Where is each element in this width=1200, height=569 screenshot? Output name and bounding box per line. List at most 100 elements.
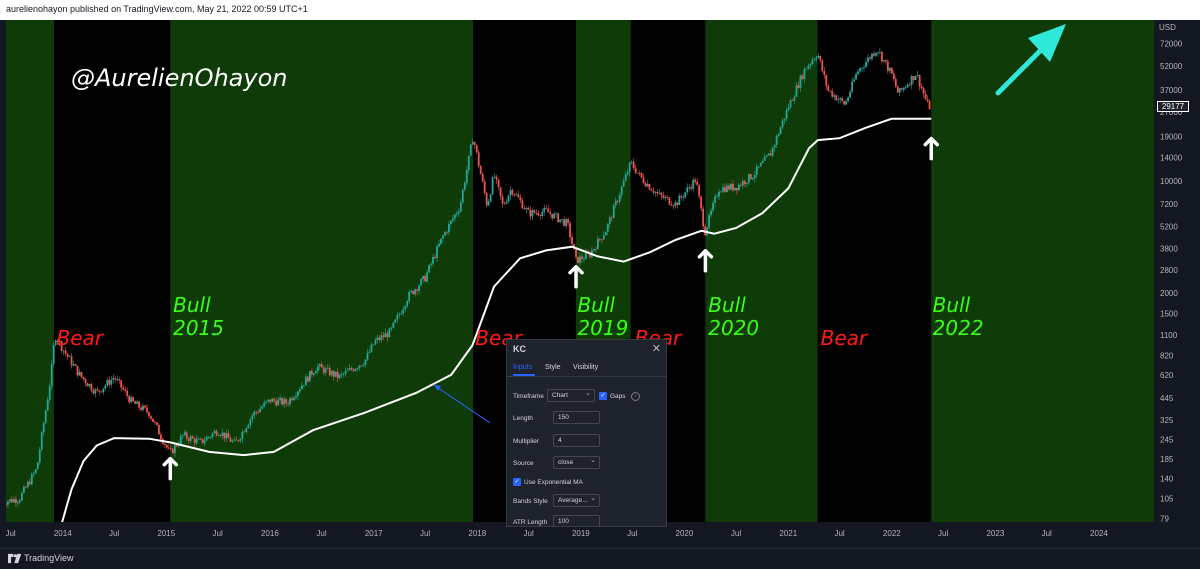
- candle-body: [523, 208, 526, 210]
- candle-body: [352, 369, 355, 371]
- candle-body: [160, 434, 162, 440]
- atr-length-input[interactable]: 100: [553, 515, 600, 526]
- candle-body: [461, 189, 464, 203]
- candle-body: [175, 445, 178, 447]
- candle-body: [185, 432, 188, 439]
- candle-body: [420, 279, 423, 286]
- kc-settings-dialog[interactable]: KC ✕ Inputs Style Visibility Timeframe C…: [506, 339, 667, 527]
- candle-body: [924, 93, 927, 100]
- close-icon[interactable]: ✕: [651, 343, 661, 355]
- candle-body: [229, 438, 232, 442]
- candle-body: [334, 371, 337, 377]
- candle-body: [66, 353, 69, 357]
- candle-body: [247, 425, 250, 429]
- candle-body: [654, 191, 657, 193]
- candle-body: [777, 134, 780, 137]
- footer-bar: TradingView: [0, 548, 1200, 569]
- watermark-handle: @AurelienOhayon: [71, 64, 287, 92]
- candle-body: [356, 368, 359, 369]
- candle-body: [330, 371, 333, 376]
- source-select[interactable]: close: [553, 456, 600, 469]
- tab-inputs[interactable]: Inputs: [513, 364, 533, 371]
- candle-body: [366, 352, 369, 360]
- multiplier-input[interactable]: 4: [553, 434, 600, 447]
- tab-visibility[interactable]: Visibility: [573, 364, 599, 371]
- publisher-line: aurelienohayon published on TradingView.…: [6, 4, 308, 14]
- candle-body: [880, 51, 883, 62]
- candle-body: [684, 192, 687, 198]
- candle-body: [338, 374, 341, 378]
- candle-body: [412, 290, 415, 295]
- candle-body: [15, 499, 17, 504]
- candle-body: [227, 433, 230, 439]
- timeframe-select[interactable]: Chart: [547, 389, 595, 402]
- candle-body: [503, 203, 506, 205]
- candle-body: [767, 153, 770, 156]
- candle-body: [467, 155, 470, 170]
- candle-body: [60, 341, 63, 351]
- candle-body: [571, 237, 573, 245]
- candle-body: [291, 398, 293, 401]
- bands-style-select[interactable]: Average...: [553, 494, 600, 507]
- candle-body: [749, 174, 752, 180]
- candle-body: [640, 172, 643, 178]
- candle-body: [594, 249, 597, 250]
- candle-body: [855, 74, 857, 80]
- candle-body: [424, 276, 426, 282]
- candle-body: [98, 390, 101, 392]
- candle-body: [686, 187, 689, 193]
- candle-body: [52, 344, 55, 365]
- length-input[interactable]: 150: [553, 411, 600, 424]
- candle-body: [604, 231, 607, 236]
- candle-body: [823, 70, 826, 75]
- candle-body: [710, 210, 712, 215]
- timeframe-label: Timeframe: [513, 393, 544, 400]
- candle-body: [815, 57, 818, 60]
- candle-body: [879, 51, 881, 53]
- candle-body: [841, 98, 844, 101]
- timeframe-value: Chart: [552, 392, 568, 399]
- time-tick: 2017: [365, 529, 383, 538]
- candle-body: [606, 224, 609, 232]
- candle-body: [285, 399, 287, 404]
- candle-body: [318, 364, 321, 367]
- candle-body: [326, 367, 329, 369]
- candle-body: [678, 195, 681, 206]
- candle-body: [215, 431, 218, 436]
- price-tick: 1500: [1160, 309, 1178, 318]
- time-tick: 2016: [261, 529, 279, 538]
- candle-body: [527, 208, 530, 210]
- candle-body: [42, 423, 45, 433]
- candle-body: [485, 193, 488, 206]
- candle-body: [169, 448, 172, 450]
- candle-body: [745, 182, 748, 184]
- tradingview-brand: TradingView: [24, 553, 74, 563]
- candle-body: [350, 368, 353, 370]
- candle-body: [92, 390, 95, 394]
- gaps-checkbox[interactable]: ✓: [599, 392, 607, 400]
- candle-body: [154, 421, 156, 423]
- candle-body: [600, 239, 603, 241]
- candle-body: [519, 197, 522, 201]
- candle-body: [432, 257, 434, 264]
- candle-body: [207, 436, 210, 438]
- candle-body: [644, 182, 647, 187]
- price-tick: 14000: [1160, 154, 1183, 163]
- candle-body: [354, 368, 357, 371]
- time-tick: 2014: [54, 529, 72, 538]
- use-ema-checkbox[interactable]: ✓: [513, 478, 521, 486]
- candle-body: [463, 183, 466, 190]
- candle-body: [660, 192, 663, 196]
- candle-body: [28, 481, 31, 485]
- tab-style[interactable]: Style: [545, 364, 561, 371]
- candle-body: [146, 407, 148, 413]
- candle-body: [201, 439, 204, 443]
- bear-zone: [53, 20, 171, 522]
- info-icon[interactable]: i: [631, 392, 640, 401]
- candle-body: [916, 74, 919, 77]
- candle-body: [698, 185, 701, 197]
- candle-body: [134, 401, 136, 404]
- candle-body: [211, 433, 214, 437]
- candle-body: [440, 238, 442, 244]
- candle-body: [219, 435, 222, 436]
